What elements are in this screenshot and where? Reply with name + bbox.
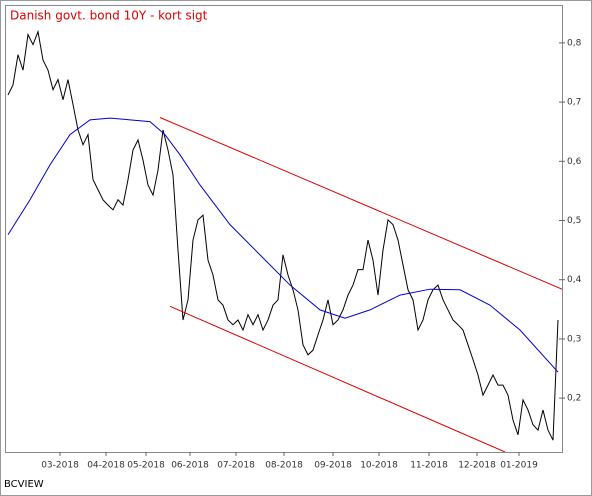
x-tick-label: 01-2019 [500,461,538,471]
line [7,117,559,373]
y-tick-label: 0,6 [567,157,582,167]
y-tick-label: 0,7 [567,98,581,108]
line [159,117,562,290]
x-tick-label: 08-2018 [265,461,303,471]
chart-title: Danish govt. bond 10Y - kort sigt [10,9,208,23]
footer: BCVIEW [4,479,44,490]
x-tick-label: 12-2018 [458,461,496,471]
line [7,29,559,441]
x-tick-label: 04-2018 [87,461,125,471]
y-tick-label: 0,5 [567,216,581,226]
x-tick-label: 05-2018 [127,461,165,471]
x-tick-label: 07-2018 [217,461,255,471]
x-tick-label: 11-2018 [410,461,448,471]
y-tick-label: 0,3 [567,334,581,344]
y-tick-label: 0,8 [567,38,582,48]
x-tick-label: 09-2018 [314,461,352,471]
x-tick-label: 10-2018 [360,461,398,471]
line [169,305,506,452]
x-tick-label: 03-2018 [41,461,79,471]
y-tick-label: 0,2 [567,394,581,404]
x-tick-label: 06-2018 [171,461,209,471]
y-tick-label: 0,4 [567,275,582,285]
